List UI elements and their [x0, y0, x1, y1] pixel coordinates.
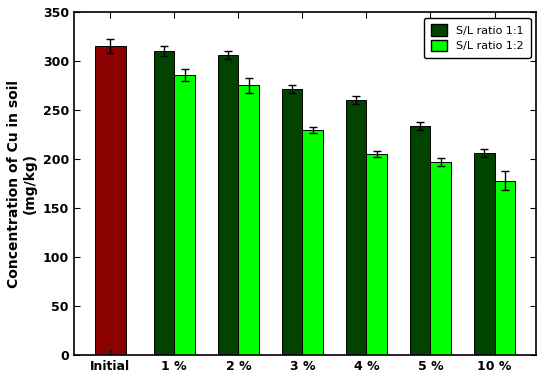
Bar — [367, 154, 387, 355]
Legend: S/L ratio 1:1, S/L ratio 1:2: S/L ratio 1:1, S/L ratio 1:2 — [424, 17, 531, 58]
Bar — [410, 126, 431, 355]
Bar — [474, 153, 495, 355]
Bar — [302, 130, 323, 355]
Bar — [431, 162, 451, 355]
Bar — [346, 100, 367, 355]
Bar — [95, 46, 125, 355]
Bar — [238, 86, 259, 355]
Bar — [218, 55, 238, 355]
Bar — [495, 180, 515, 355]
Y-axis label: Concentration of Cu in soil
(mg/kg): Concentration of Cu in soil (mg/kg) — [7, 79, 37, 288]
Bar — [154, 51, 174, 355]
Bar — [174, 75, 195, 355]
Bar — [282, 89, 302, 355]
